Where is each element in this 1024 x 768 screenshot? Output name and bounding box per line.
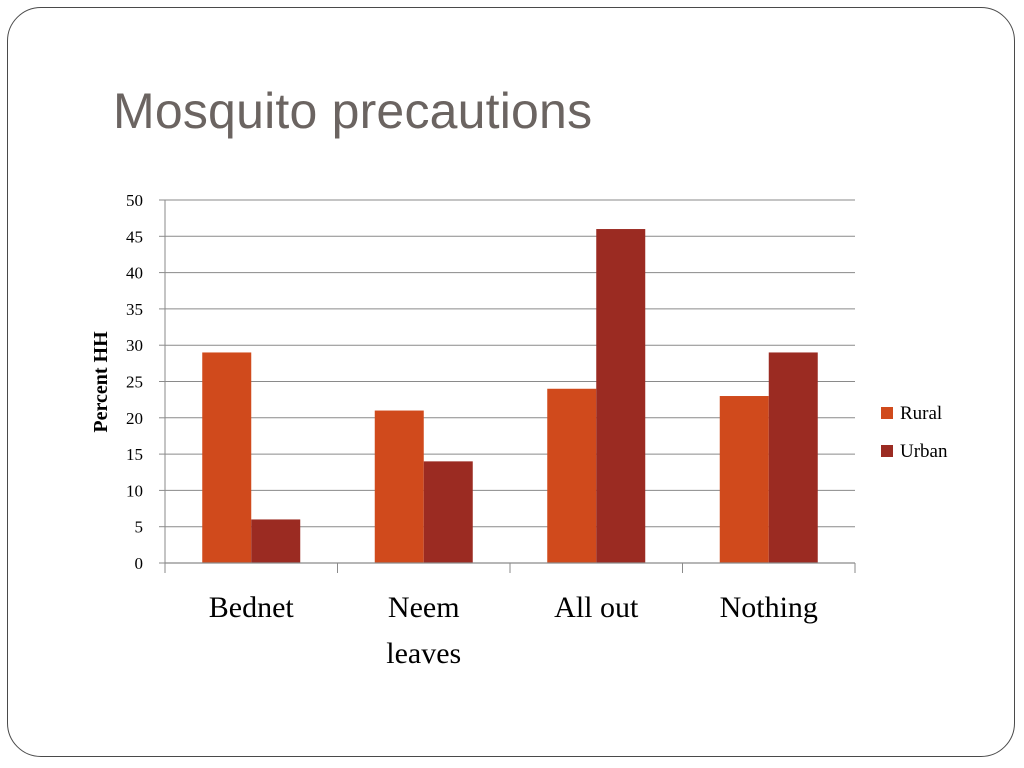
bar-rural-1 [374, 410, 424, 563]
legend-swatch-urban [881, 445, 893, 457]
bar-urban-2 [596, 229, 646, 564]
bar-rural-2 [547, 388, 597, 563]
bar-urban-3 [768, 352, 818, 563]
y-tick-label: 25 [126, 373, 143, 392]
axes [159, 199, 856, 573]
y-tick-label: 0 [135, 554, 144, 573]
y-tick-label: 35 [126, 300, 143, 319]
y-tick-label: 10 [126, 481, 143, 500]
category-label: Bednet [209, 591, 295, 624]
y-tick-label: 5 [135, 518, 144, 537]
y-tick-label: 50 [126, 191, 143, 210]
category-labels: Bednet Neem leaves All out Nothing [209, 591, 818, 670]
y-axis-label: Percent HH [90, 331, 112, 433]
legend-swatch-rural [881, 407, 893, 419]
bar-urban-0 [251, 519, 301, 563]
bars [202, 229, 818, 564]
bar-rural-3 [719, 396, 769, 563]
slide-title: Mosquito precautions [113, 83, 593, 139]
y-tick-label: 15 [126, 445, 143, 464]
y-tick-labels: 0 5 10 15 20 25 30 35 40 45 50 [126, 191, 143, 573]
category-label: Neem [388, 591, 460, 624]
category-label: All out [554, 591, 639, 624]
legend-label-rural: Rural [900, 403, 942, 424]
legend-label-urban: Urban [900, 441, 948, 462]
y-tick-label: 40 [126, 264, 143, 283]
bar-rural-0 [202, 352, 252, 563]
y-tick-label: 45 [126, 227, 143, 246]
bar-urban-1 [423, 461, 473, 563]
legend: Rural Urban [881, 403, 948, 462]
category-label: Nothing [720, 591, 818, 624]
y-tick-label: 30 [126, 336, 143, 355]
category-label: leaves [386, 637, 461, 670]
y-tick-label: 20 [126, 409, 143, 428]
